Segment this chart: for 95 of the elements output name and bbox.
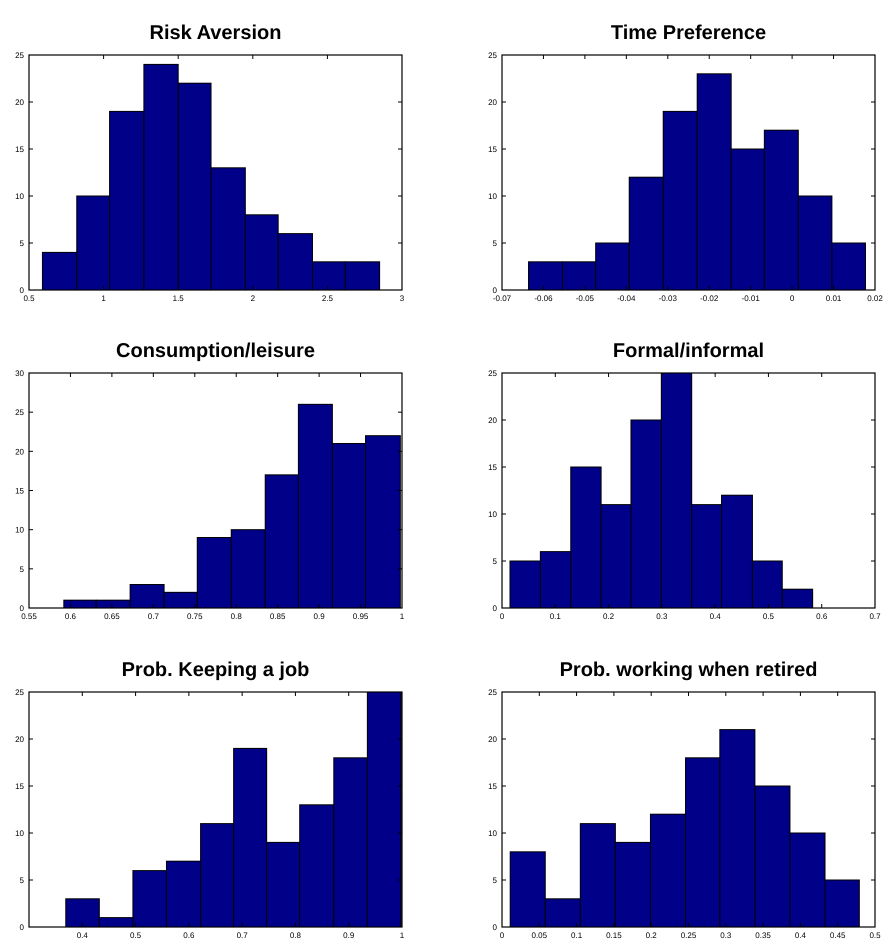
x-tick-label: 0: [500, 931, 505, 940]
chart-title: Prob. working when retired: [560, 659, 818, 681]
x-tick-label: -0.06: [534, 294, 554, 303]
y-tick-label: 20: [488, 416, 498, 425]
y-tick-label: 30: [15, 369, 25, 378]
x-tick-label: -0.01: [742, 294, 760, 303]
x-tick-label: 0.05: [532, 931, 548, 940]
y-tick-label: 5: [492, 239, 498, 248]
x-tick-label: 0.5: [762, 612, 775, 621]
y-tick-label: 0: [492, 923, 498, 932]
y-tick-label: 15: [15, 486, 25, 496]
chart-title: Consumption/leisure: [116, 340, 315, 362]
x-tick-label: 0.65: [104, 612, 120, 621]
x-tick-label: 0.3: [656, 612, 668, 621]
x-tick-label: 0.7: [869, 612, 882, 621]
x-tick-label: 0.25: [680, 931, 697, 940]
x-tick-label: 0.6: [64, 612, 77, 621]
x-tick-label: 0.4: [76, 931, 88, 940]
y-tick-label: 25: [15, 51, 25, 60]
y-tick-label: 15: [15, 782, 25, 791]
y-tick-label: 25: [488, 51, 498, 60]
y-tick-label: 20: [15, 98, 25, 107]
x-tick-label: 0.45: [830, 931, 846, 940]
x-tick-label: 0.5: [23, 294, 36, 303]
x-tick-label: 0.5: [130, 931, 142, 940]
y-tick-label: 25: [15, 688, 25, 697]
x-tick-label: 0.6: [183, 931, 195, 940]
y-tick-label: 25: [15, 408, 25, 418]
y-tick-label: 15: [15, 145, 25, 154]
x-tick-label: 2: [250, 294, 256, 303]
x-tick-label: 0.01: [826, 294, 842, 303]
x-tick-label: 0.5: [869, 931, 882, 940]
x-tick-label: 0.95: [352, 612, 369, 621]
y-tick-label: 5: [20, 564, 25, 574]
x-tick-label: 1: [400, 931, 405, 940]
y-tick-label: 20: [15, 447, 25, 456]
y-tick-label: 10: [488, 192, 498, 201]
x-tick-label: 0.6: [816, 612, 828, 621]
x-tick-label: -0.05: [576, 294, 595, 303]
y-tick-label: 5: [492, 557, 498, 566]
y-tick-label: 20: [488, 735, 498, 744]
x-tick-label: 0.15: [606, 931, 622, 940]
y-tick-label: 10: [488, 510, 498, 519]
y-tick-label: 0: [20, 286, 25, 295]
chart-title: Formal/informal: [612, 340, 764, 362]
x-tick-label: 2.5: [322, 294, 334, 303]
x-tick-label: 0.85: [270, 612, 286, 621]
y-tick-label: 10: [15, 192, 25, 201]
y-tick-label: 5: [20, 239, 25, 248]
x-tick-label: 0.1: [571, 931, 583, 940]
chart-title: Prob. Keeping a job: [122, 659, 310, 681]
x-tick-label: 0.2: [603, 612, 615, 621]
x-tick-label: 0.4: [794, 931, 807, 940]
x-tick-label: 0: [790, 294, 795, 303]
x-tick-label: 0: [500, 612, 505, 621]
x-tick-label: -0.04: [617, 294, 636, 303]
y-tick-label: 0: [492, 286, 498, 295]
y-tick-label: 20: [488, 98, 498, 107]
x-tick-label: 0.8: [230, 612, 242, 621]
x-tick-label: 0.9: [343, 931, 355, 940]
x-tick-label: 0.4: [710, 612, 722, 621]
x-tick-label: 1: [101, 294, 106, 303]
y-tick-label: 15: [488, 145, 498, 154]
x-tick-label: 3: [400, 294, 405, 303]
y-tick-label: 10: [15, 829, 25, 838]
y-tick-label: 20: [15, 735, 25, 744]
x-tick-label: 0.35: [755, 931, 772, 940]
y-tick-label: 0: [20, 923, 25, 932]
y-tick-label: 10: [488, 829, 498, 838]
x-tick-label: 0.55: [21, 612, 38, 621]
x-tick-label: 1.5: [172, 294, 184, 303]
x-tick-label: 0.3: [720, 931, 732, 940]
y-tick-label: 0: [492, 604, 498, 613]
x-tick-label: 0.1: [550, 612, 562, 621]
x-tick-label: -0.07: [492, 294, 512, 303]
chart-title: Time Preference: [610, 22, 766, 44]
y-tick-label: 0: [20, 604, 25, 613]
y-tick-label: 25: [488, 688, 498, 697]
y-tick-label: 15: [488, 782, 498, 791]
chart-title: Risk Aversion: [150, 22, 282, 44]
x-tick-label: 0.2: [646, 931, 658, 940]
x-tick-label: 0.9: [314, 612, 326, 621]
x-tick-label: -0.03: [658, 294, 678, 303]
x-tick-label: 0.02: [867, 294, 884, 303]
x-tick-label: 1: [400, 612, 405, 621]
y-tick-label: 15: [488, 463, 498, 472]
y-tick-label: 5: [20, 876, 25, 885]
x-tick-label: -0.02: [700, 294, 719, 303]
x-tick-label: 0.7: [236, 931, 248, 940]
x-tick-label: 0.7: [148, 612, 160, 621]
y-tick-label: 10: [15, 526, 25, 535]
x-tick-label: 0.75: [186, 612, 204, 621]
x-tick-label: 0.8: [290, 931, 302, 940]
y-tick-label: 5: [492, 876, 498, 885]
y-tick-label: 25: [488, 369, 498, 378]
